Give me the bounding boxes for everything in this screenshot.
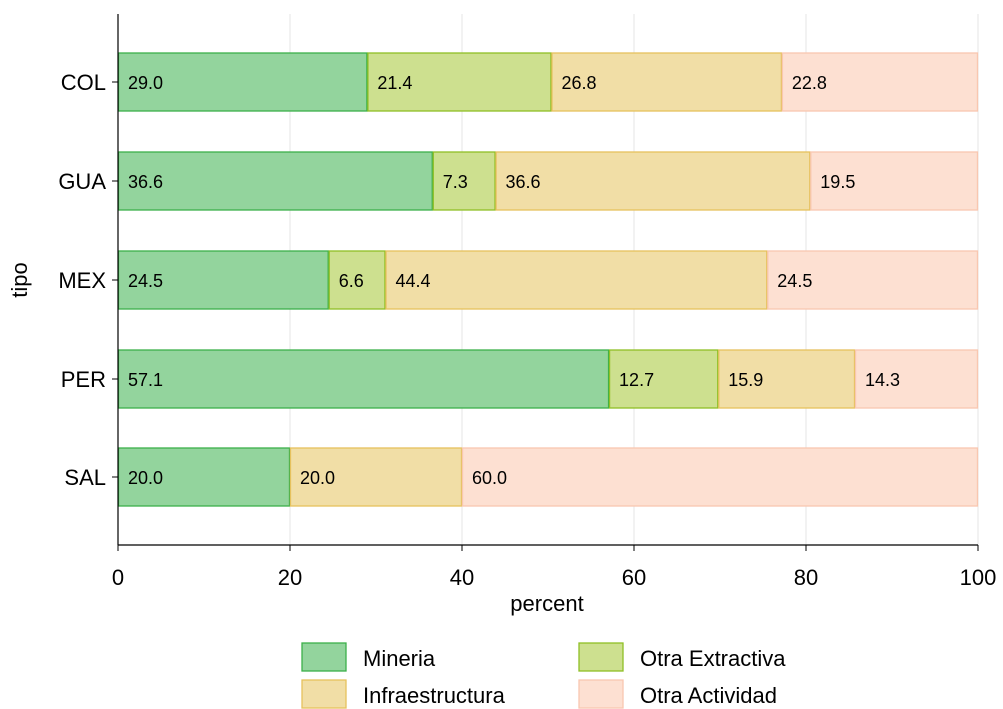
bar-mex-otra-extractiva <box>328 250 386 310</box>
data-label-per-otra-actividad: 14.3 <box>865 370 900 390</box>
data-label-per-infraestructura: 15.9 <box>728 370 763 390</box>
x-tick-label-100: 100 <box>960 565 997 590</box>
y-axis-label: tipo <box>7 262 32 297</box>
data-label-sal-otra-actividad: 60.0 <box>472 468 507 488</box>
y-tick-label-gua: GUA <box>58 169 106 194</box>
data-label-gua-otra-actividad: 19.5 <box>820 172 855 192</box>
legend-swatch-otra-extractiva <box>578 642 624 672</box>
legend-label-otra-actividad: Otra Actividad <box>640 683 777 708</box>
legend: Mineria Otra Extractiva Infraestructura Otr… <box>301 642 786 709</box>
data-label-gua-infraestructura: 36.6 <box>506 172 541 192</box>
data-label-col-otra-extractiva: 21.4 <box>377 73 412 93</box>
data-label-mex-otra-actividad: 24.5 <box>777 271 812 291</box>
bar-mex-otra-actividad <box>767 250 979 310</box>
data-label-per-otra-extractiva: 12.7 <box>619 370 654 390</box>
bar-mex-mineria <box>117 250 329 310</box>
x-tick-label-80: 80 <box>794 565 818 590</box>
bar-per-infraestructura <box>718 349 856 409</box>
bars: 29.0 21.4 26.8 22.8 36.6 7.3 36.6 19.5 24.5 6.6 44… <box>117 52 979 507</box>
legend-swatch-mineria <box>301 642 347 672</box>
data-label-mex-mineria: 24.5 <box>128 271 163 291</box>
legend-swatch-infraestructura <box>301 679 347 709</box>
x-tick-label-0: 0 <box>112 565 124 590</box>
data-label-mex-otra-extractiva: 6.6 <box>339 271 364 291</box>
legend-label-infraestructura: Infraestructura <box>363 683 506 708</box>
bar-col-otra-actividad <box>781 52 979 112</box>
data-label-mex-infraestructura: 44.4 <box>395 271 430 291</box>
data-label-gua-otra-extractiva: 7.3 <box>443 172 468 192</box>
data-label-col-mineria: 29.0 <box>128 73 163 93</box>
y-tick-label-mex: MEX <box>58 268 106 293</box>
data-label-col-otra-actividad: 22.8 <box>792 73 827 93</box>
bar-per-otra-actividad <box>854 349 979 409</box>
legend-label-otra-extractiva: Otra Extractiva <box>640 646 786 671</box>
bar-col-mineria <box>117 52 368 112</box>
y-tick-label-per: PER <box>61 367 106 392</box>
data-label-per-mineria: 57.1 <box>128 370 163 390</box>
y-tick-label-col: COL <box>61 70 106 95</box>
bar-gua-infraestructura <box>495 151 811 211</box>
data-label-col-infraestructura: 26.8 <box>561 73 596 93</box>
x-tick-label-60: 60 <box>622 565 646 590</box>
bar-sal-infraestructura <box>289 447 463 507</box>
x-axis-label: percent <box>510 591 583 616</box>
bar-gua-mineria <box>117 151 433 211</box>
data-label-gua-mineria: 36.6 <box>128 172 163 192</box>
axes: COL GUA MEX PER SAL 0 20 40 60 80 100 <box>58 14 996 590</box>
bar-per-mineria <box>117 349 610 409</box>
bar-sal-otra-actividad <box>461 447 979 507</box>
bar-per-otra-extractiva <box>608 349 719 409</box>
x-tick-label-40: 40 <box>450 565 474 590</box>
bar-col-infraestructura <box>551 52 783 112</box>
y-tick-label-sal: SAL <box>64 465 106 490</box>
bar-gua-otra-extractiva <box>432 151 496 211</box>
bar-col-otra-extractiva <box>367 52 552 112</box>
bar-mex-infraestructura <box>385 250 768 310</box>
bar-gua-otra-actividad <box>810 151 979 211</box>
data-label-sal-mineria: 20.0 <box>128 468 163 488</box>
legend-label-mineria: Mineria <box>363 646 436 671</box>
data-label-sal-infraestructura: 20.0 <box>300 468 335 488</box>
x-tick-label-20: 20 <box>278 565 302 590</box>
legend-swatch-otra-actividad <box>578 679 624 709</box>
